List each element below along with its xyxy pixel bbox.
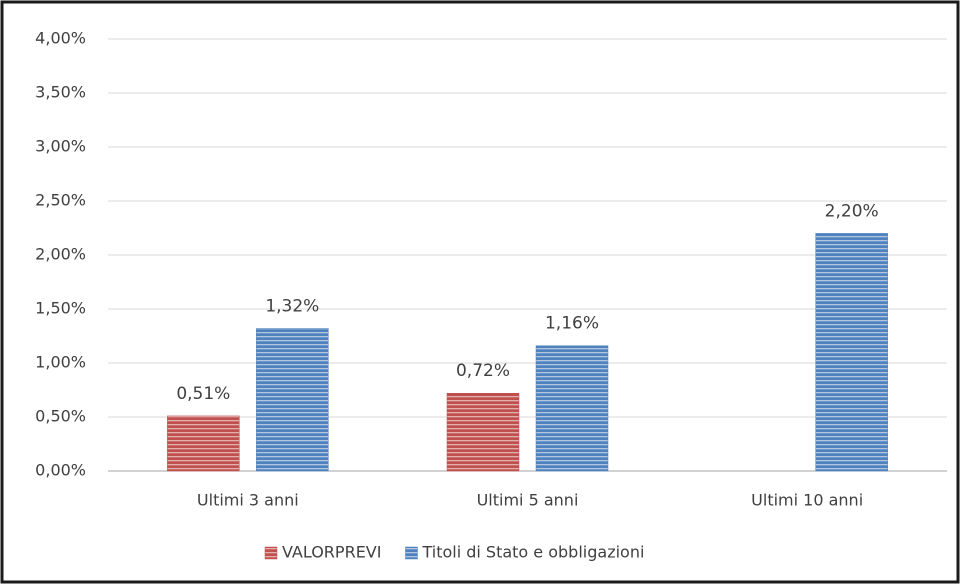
data-label: 1,16% [545, 314, 599, 334]
data-label: 2,20% [825, 201, 879, 221]
bar [167, 415, 240, 472]
data-label: 0,51% [176, 384, 230, 404]
bar [256, 328, 329, 472]
bar [535, 345, 609, 472]
y-tick-label: 3,50% [35, 83, 86, 102]
y-tick-label: 1,00% [35, 353, 86, 372]
y-tick-label: 3,00% [35, 137, 86, 156]
legend-label: Titoli di Stato e obbligazioni [421, 543, 644, 562]
data-label: 1,32% [265, 296, 319, 316]
y-tick-label: 2,50% [35, 191, 86, 210]
bar [815, 233, 888, 472]
legend-swatch [405, 546, 418, 560]
x-tick-label: Ultimi 10 anni [751, 491, 863, 510]
y-tick-label: 1,50% [35, 299, 86, 318]
y-tick-label: 2,00% [35, 245, 86, 264]
x-tick-label: Ultimi 5 anni [477, 491, 579, 510]
legend-swatch [264, 546, 278, 560]
legend-label: VALORPREVI [282, 543, 381, 562]
y-tick-label: 0,50% [35, 407, 86, 426]
y-tick-label: 0,00% [35, 461, 86, 480]
bar [446, 392, 520, 472]
y-tick-label: 4,00% [35, 29, 86, 48]
data-label: 0,72% [456, 361, 510, 381]
x-tick-label: Ultimi 3 anni [197, 491, 299, 510]
